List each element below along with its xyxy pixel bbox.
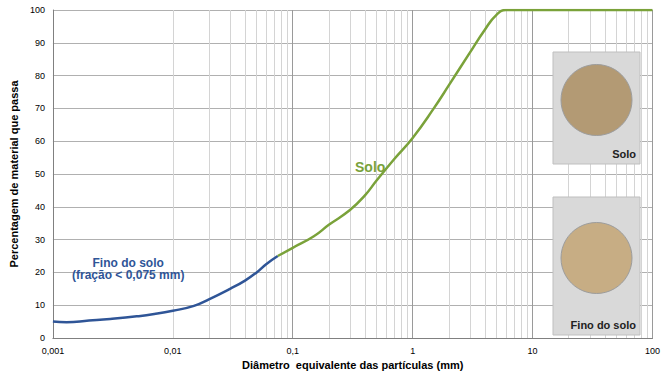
svg-text:60: 60 (35, 136, 45, 146)
svg-text:Percentagem de material que pa: Percentagem de material que passa (8, 80, 20, 268)
svg-text:Fino do solo: Fino do solo (92, 256, 164, 270)
svg-text:10: 10 (528, 346, 538, 356)
svg-text:20: 20 (35, 267, 45, 277)
svg-text:(fração < 0,075 mm): (fração < 0,075 mm) (72, 268, 184, 282)
svg-text:Diâmetro equivalente das part: Diâmetro equivalente das partículas (mm) (242, 359, 464, 371)
svg-text:0: 0 (40, 333, 45, 343)
svg-text:50: 50 (35, 169, 45, 179)
svg-text:70: 70 (35, 103, 45, 113)
svg-text:80: 80 (35, 71, 45, 81)
svg-text:Fino do solo: Fino do solo (571, 319, 637, 331)
svg-text:1: 1 (410, 346, 415, 356)
svg-text:0,1: 0,1 (286, 346, 299, 356)
svg-text:100: 100 (645, 346, 660, 356)
svg-text:Solo: Solo (355, 159, 385, 175)
svg-text:0,01: 0,01 (164, 346, 182, 356)
svg-text:10: 10 (35, 300, 45, 310)
svg-text:90: 90 (35, 38, 45, 48)
svg-text:0,001: 0,001 (42, 346, 65, 356)
svg-text:100: 100 (30, 5, 45, 15)
svg-text:40: 40 (35, 202, 45, 212)
svg-text:Solo: Solo (612, 148, 636, 160)
svg-text:30: 30 (35, 235, 45, 245)
